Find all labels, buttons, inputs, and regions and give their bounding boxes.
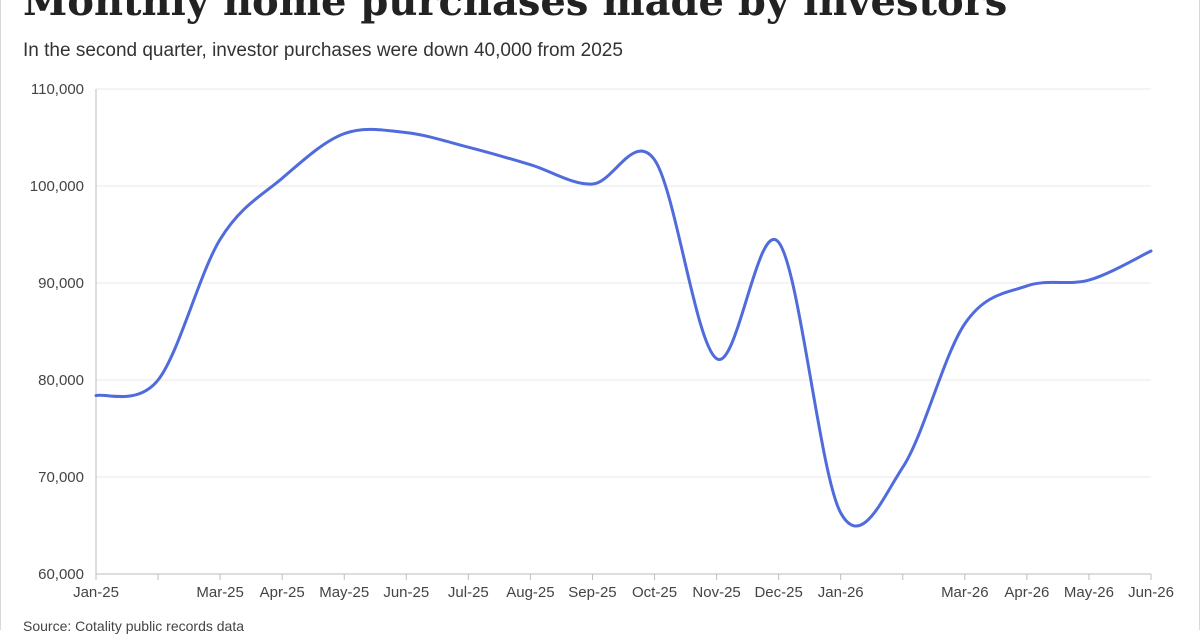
y-tick-label: 90,000	[38, 275, 84, 292]
x-tick-label: Mar-25	[196, 584, 244, 601]
source-note: Source: Cotality public records data	[23, 618, 244, 634]
y-axis-labels: 60,000 70,000 80,000 90,000 100,000 110,000	[30, 81, 84, 583]
x-tick-label: Dec-25	[754, 584, 802, 601]
chart-subtitle: In the second quarter, investor purchase…	[23, 40, 623, 61]
y-tick-label: 70,000	[38, 469, 84, 486]
x-tick-label: May-25	[319, 584, 369, 601]
chart-title: Monthly home purchases made by investors	[23, 0, 1008, 25]
x-tick-label: May-26	[1064, 584, 1114, 601]
x-tick-label: Nov-25	[692, 584, 740, 601]
x-tick-label: Sep-25	[568, 584, 616, 601]
x-tick-label: Apr-25	[260, 584, 305, 601]
x-tick-label: Aug-25	[506, 584, 554, 601]
y-tick-label: 80,000	[38, 372, 84, 389]
series-group	[94, 127, 1153, 528]
x-axis-ticks	[95, 574, 1152, 580]
y-tick-label: 110,000	[31, 81, 84, 98]
y-tick-label: 100,000	[30, 178, 84, 195]
x-tick-label: Jun-26	[1128, 584, 1174, 601]
x-tick-label: Jan-26	[818, 584, 864, 601]
x-tick-label: Jul-25	[448, 584, 489, 601]
x-tick-label: Oct-25	[632, 584, 677, 601]
x-tick-label: Apr-26	[1004, 584, 1049, 601]
x-tick-label: Mar-26	[941, 584, 989, 601]
y-tick-label: 60,000	[38, 566, 84, 583]
series-line	[94, 127, 1153, 528]
x-tick-label: Jan-25	[73, 584, 119, 601]
x-tick-label: Jun-25	[383, 584, 429, 601]
x-axis-labels: Jan-25 Mar-25 Apr-25 May-25 Jun-25 Jul-25 Aug-…	[73, 584, 1174, 601]
